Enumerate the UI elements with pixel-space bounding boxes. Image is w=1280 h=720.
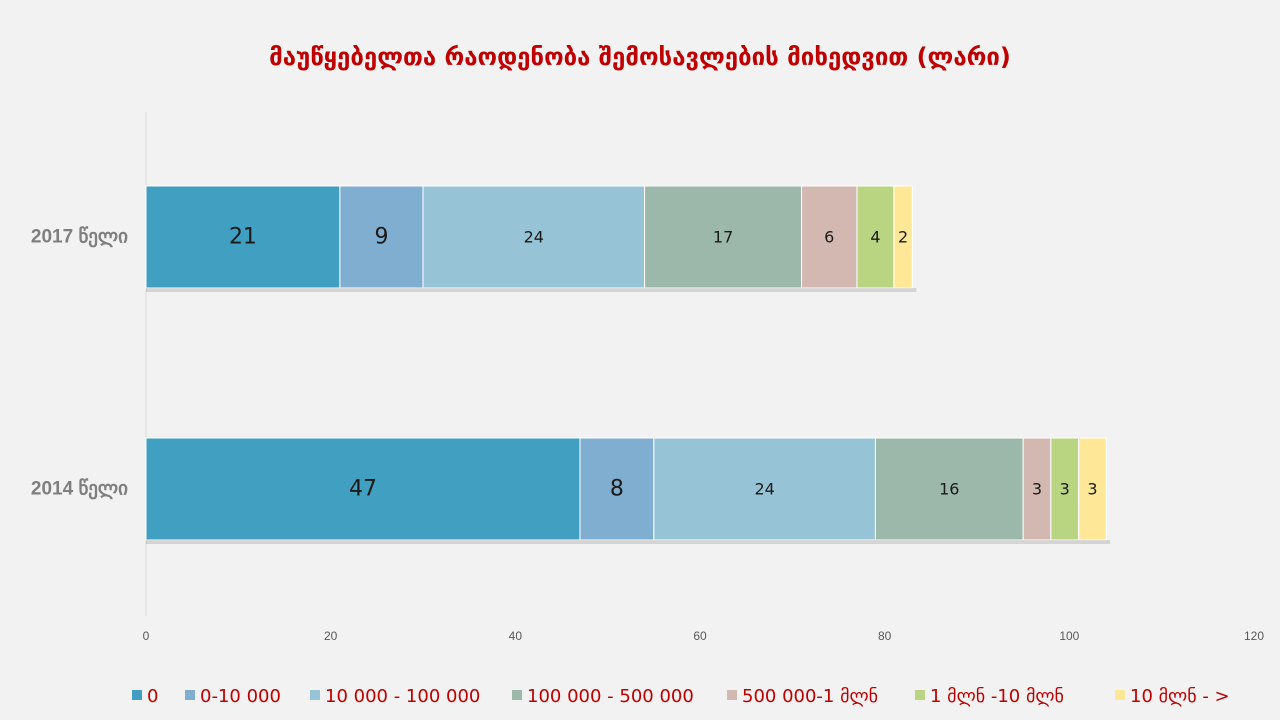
x-tick-label: 120	[1244, 629, 1264, 643]
data-label: 3	[1060, 480, 1070, 499]
category-label: 2017 წელი	[31, 226, 128, 248]
legend-label: 10 მლნ - >	[1130, 686, 1230, 707]
x-tick-label: 20	[324, 629, 338, 643]
legend-label: 0	[147, 686, 158, 707]
bar-segment	[653, 437, 876, 541]
legend-swatch	[1115, 690, 1125, 700]
bar-segment	[856, 185, 895, 289]
bar-segment	[339, 185, 424, 289]
legend-swatch	[727, 690, 737, 700]
legend-swatch	[310, 690, 320, 700]
legend-swatch	[132, 690, 142, 700]
legend-swatch	[512, 690, 522, 700]
bar-segment	[1022, 437, 1052, 541]
bars-group: 21 9 24 17 6 4 247 8 24 16 3 3 3	[145, 185, 1111, 544]
data-label: 6	[824, 228, 834, 247]
chart-title: მაუწყებელთა რაოდენობა შემოსავლების მიხედ…	[269, 43, 1011, 71]
data-label: 24	[754, 480, 774, 499]
bar-shadow	[146, 288, 917, 292]
x-tick-label: 60	[693, 629, 707, 643]
x-tick-label: 0	[143, 629, 150, 643]
data-label: 24	[524, 228, 544, 247]
category-label: 2014 წელი	[31, 478, 128, 500]
x-tick-label: 100	[1059, 629, 1079, 643]
legend-label: 500 000-1 მლნ	[742, 686, 878, 707]
x-tick-label: 40	[509, 629, 523, 643]
bar-segment	[1050, 437, 1080, 541]
data-label: 2	[898, 228, 908, 247]
data-label: 3	[1087, 480, 1097, 499]
x-tick-label: 80	[878, 629, 892, 643]
category-labels: 2017 წელი 2014 წელი	[31, 226, 128, 500]
legend: 0 0-10 000 10 000 - 100 000 100 000 - 500 0…	[132, 686, 1230, 707]
data-label: 4	[870, 228, 880, 247]
legend-label: 100 000 - 500 000	[527, 686, 694, 707]
legend-label: 1 მლნ -10 მლნ	[930, 686, 1064, 707]
bar-segment	[422, 185, 646, 289]
data-label: 9	[374, 225, 388, 250]
bar-shadow	[146, 540, 1111, 544]
x-axis-ticks: 0 20 40 60 80 100 120	[143, 629, 1265, 643]
legend-swatch	[185, 690, 195, 700]
data-label: 21	[229, 225, 257, 250]
legend-swatch	[915, 690, 925, 700]
bar-segment	[145, 437, 581, 541]
data-label: 16	[939, 480, 959, 499]
bar-segment	[893, 185, 913, 289]
bar-segment	[1078, 437, 1107, 541]
bar-segment	[145, 185, 341, 289]
data-label: 3	[1032, 480, 1042, 499]
data-label: 8	[610, 477, 624, 502]
data-label: 17	[713, 228, 733, 247]
bar-segment	[874, 437, 1024, 541]
data-label: 47	[349, 477, 377, 502]
legend-label: 0-10 000	[200, 686, 281, 707]
legend-label: 10 000 - 100 000	[325, 686, 480, 707]
